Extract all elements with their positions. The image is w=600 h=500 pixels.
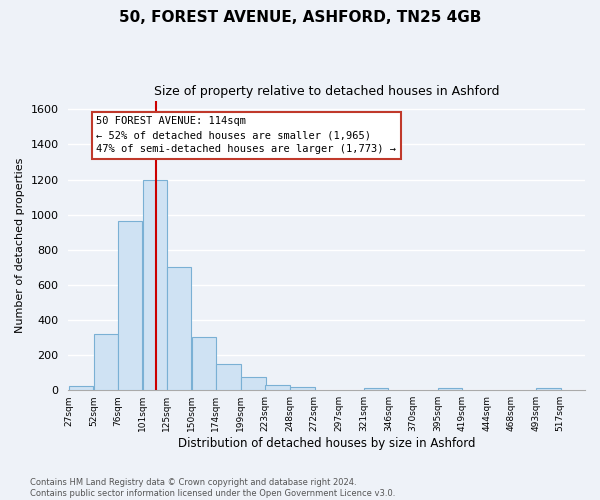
Bar — [167, 268, 191, 390]
Bar — [118, 221, 142, 390]
X-axis label: Distribution of detached houses by size in Ashford: Distribution of detached houses by size … — [178, 437, 475, 450]
Bar — [536, 388, 560, 390]
Y-axis label: Number of detached properties: Number of detached properties — [15, 158, 25, 333]
Text: 50 FOREST AVENUE: 114sqm
← 52% of detached houses are smaller (1,965)
47% of sem: 50 FOREST AVENUE: 114sqm ← 52% of detach… — [97, 116, 397, 154]
Bar — [265, 385, 290, 390]
Text: 50, FOREST AVENUE, ASHFORD, TN25 4GB: 50, FOREST AVENUE, ASHFORD, TN25 4GB — [119, 10, 481, 25]
Bar — [192, 336, 217, 390]
Bar — [143, 180, 167, 390]
Title: Size of property relative to detached houses in Ashford: Size of property relative to detached ho… — [154, 85, 499, 98]
Bar — [364, 388, 388, 390]
Bar — [290, 387, 315, 390]
Bar — [241, 377, 266, 390]
Bar — [69, 386, 93, 390]
Text: Contains HM Land Registry data © Crown copyright and database right 2024.
Contai: Contains HM Land Registry data © Crown c… — [30, 478, 395, 498]
Bar — [216, 364, 241, 390]
Bar — [94, 334, 118, 390]
Bar — [438, 388, 462, 390]
